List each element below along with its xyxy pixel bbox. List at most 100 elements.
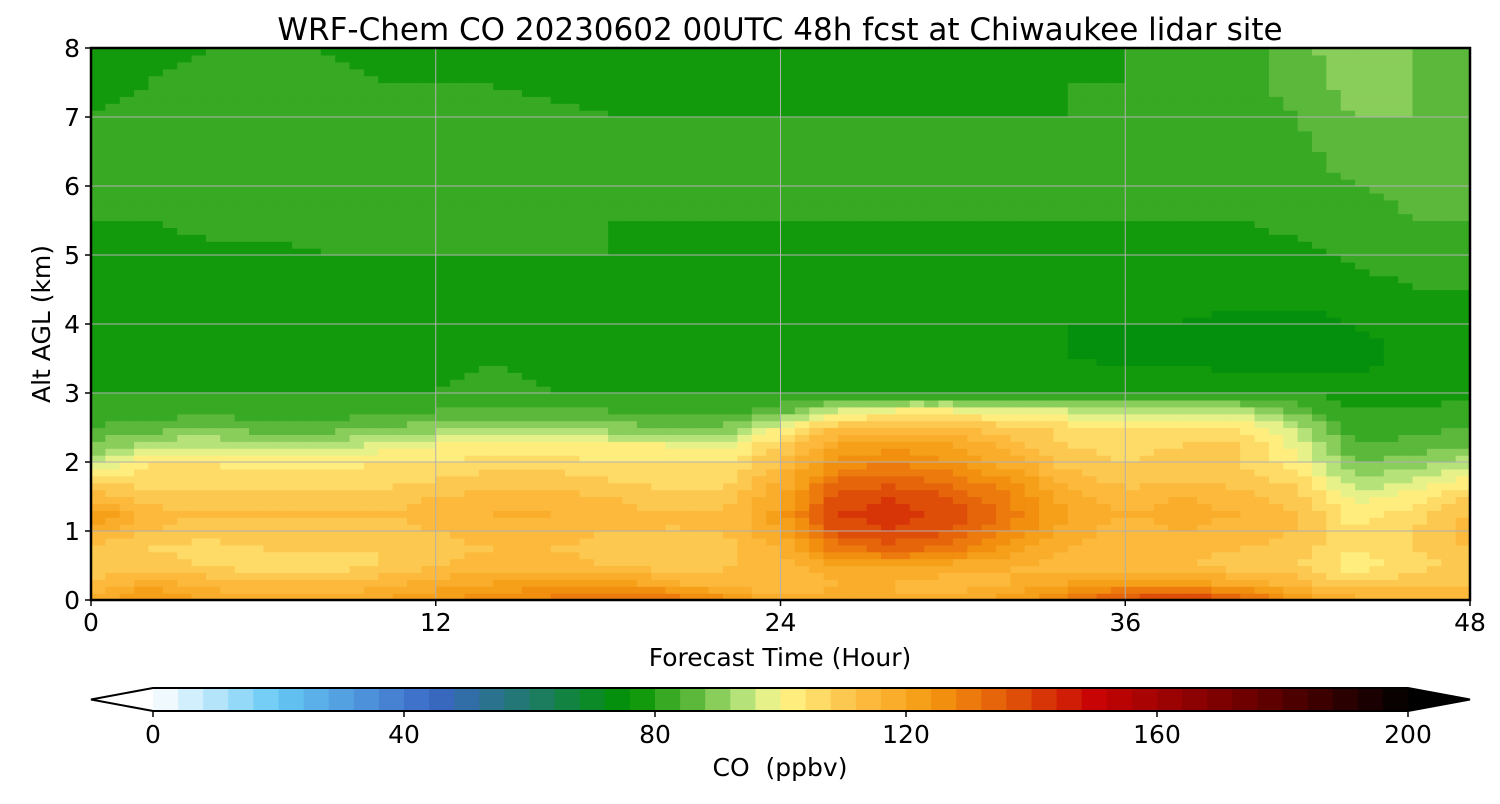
heatmap-cell [205,310,221,318]
heatmap-cell [766,448,782,456]
heatmap-cell [1297,503,1313,511]
heatmap-cell [536,475,552,484]
heatmap-cell [924,427,940,435]
heatmap-cell [1355,517,1371,525]
heatmap-cell [435,317,451,325]
heatmap-cell [1182,351,1198,360]
heatmap-cell [1096,344,1112,353]
heatmap-cell [665,310,681,318]
heatmap-cell [1197,455,1213,463]
heatmap-cell [1340,275,1356,284]
heatmap-cell [363,537,379,546]
heatmap-cell [981,531,997,539]
heatmap-cell [263,420,279,429]
heatmap-cell [837,551,853,560]
heatmap-cell [1139,558,1155,567]
heatmap-cell [119,386,135,394]
heatmap-cell [1369,468,1385,477]
heatmap-cell [1168,330,1184,339]
heatmap-cell [306,275,322,284]
heatmap-cell [1355,524,1371,532]
heatmap-cell [593,503,609,511]
heatmap-cell [521,324,537,332]
heatmap-cell [837,268,853,277]
heatmap-cell [1311,379,1327,387]
heatmap-cell [191,344,207,353]
heatmap-cell [565,324,580,332]
heatmap-cell [995,351,1011,360]
heatmap-cell [177,303,193,311]
heatmap-cell [694,531,710,539]
heatmap-cell [464,455,480,463]
heatmap-cell [1398,496,1414,504]
heatmap-cell [1283,337,1299,346]
heatmap-cell [1412,351,1428,360]
heatmap-cell [737,572,753,580]
heatmap-cell [924,241,940,249]
heatmap-cell [1082,544,1098,553]
heatmap-cell [1182,544,1198,553]
heatmap-cell [1225,586,1241,594]
heatmap-cell [651,537,667,546]
heatmap-cell [234,261,250,270]
heatmap-cell [995,282,1011,291]
heatmap-cell [392,572,408,580]
heatmap-cell [1254,365,1270,373]
heatmap-cell [536,593,552,600]
heatmap-cell [1398,420,1414,429]
heatmap-cell [1125,268,1141,277]
heatmap-cell [234,268,250,277]
heatmap-cell [292,468,308,477]
heatmap-cell [177,268,193,277]
heatmap-cell [464,427,480,435]
heatmap-cell [766,558,782,567]
heatmap-cell [1369,379,1385,387]
heatmap-cell [378,268,394,277]
heatmap-cell [952,303,968,311]
heatmap-cell [1383,413,1399,422]
heatmap-cell [1455,406,1470,415]
heatmap-cell [751,531,767,539]
heatmap-cell [579,317,595,325]
heatmap-cell [292,268,308,277]
heatmap-cell [220,317,236,325]
heatmap-cell [91,386,106,394]
heatmap-cell [852,268,868,277]
heatmap-cell [622,344,638,353]
heatmap-cell [162,441,178,449]
heatmap-cell [565,537,580,546]
heatmap-cell [565,289,580,297]
heatmap-cell [622,475,638,484]
heatmap-cell [1125,275,1141,284]
heatmap-cell [1441,517,1457,525]
heatmap-cell [177,448,193,456]
heatmap-cell [1441,379,1457,387]
heatmap-cell [1039,482,1055,491]
heatmap-cell [407,489,422,498]
heatmap-cell [392,268,408,277]
heatmap-cell [866,268,882,277]
heatmap-cell [249,531,264,539]
heatmap-cell [1254,344,1270,353]
heatmap-cell [220,393,236,401]
heatmap-cell [134,448,150,456]
heatmap-cell [105,344,121,353]
heatmap-cell [119,282,135,291]
heatmap-cell [1024,275,1040,284]
heatmap-cell [1340,427,1356,435]
heatmap-cell [134,303,150,311]
heatmap-cell [1024,372,1040,380]
heatmap-cell [909,372,925,380]
heatmap-cell [751,468,767,477]
heatmap-cell [636,351,652,360]
heatmap-cell [1197,330,1213,339]
heatmap-cell [852,282,868,291]
heatmap-cell [435,510,451,518]
heatmap-cell [177,330,193,339]
heatmap-cell [521,310,537,318]
heatmap-cell [249,475,264,484]
heatmap-cell [478,482,494,491]
heatmap-cell [148,434,164,442]
heatmap-cell [579,572,595,580]
heatmap-cell [981,572,997,580]
